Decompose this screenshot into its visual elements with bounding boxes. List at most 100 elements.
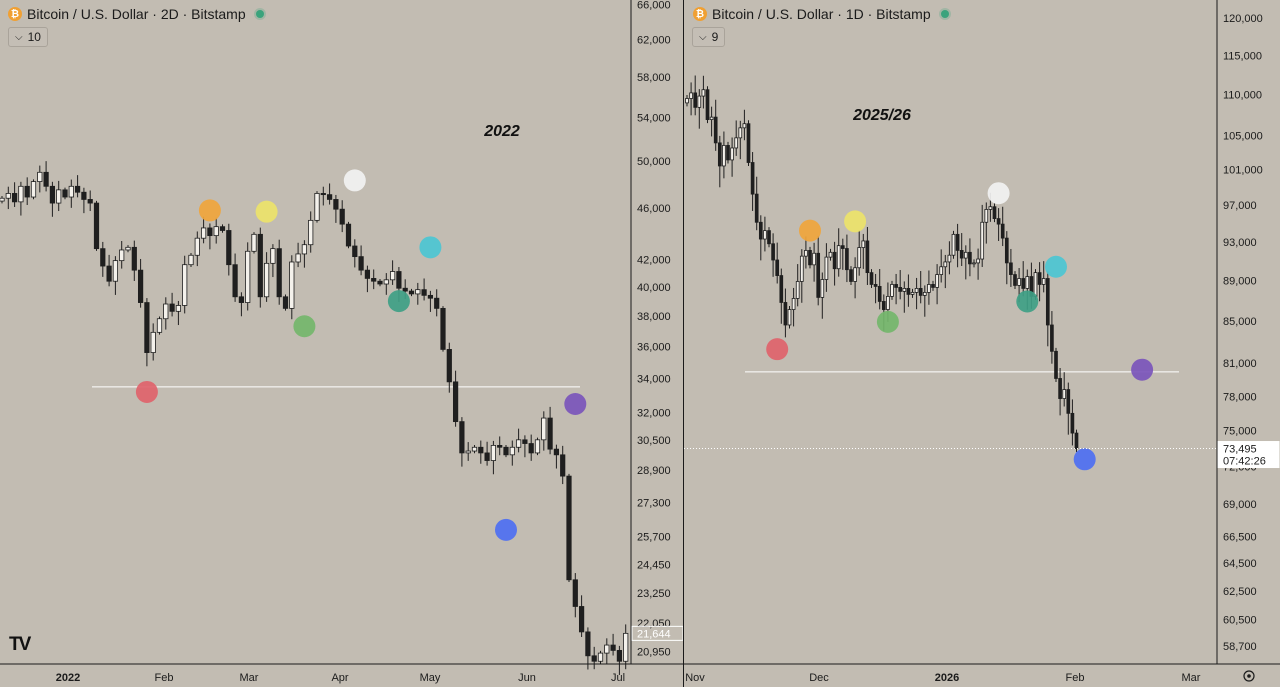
- candle: [301, 240, 308, 268]
- candle-body: [232, 264, 238, 298]
- candle: [389, 260, 396, 285]
- candle: [295, 242, 301, 268]
- candle: [497, 436, 503, 456]
- candle-body: [560, 454, 566, 477]
- candle-body: [931, 284, 935, 288]
- candle-body: [746, 123, 751, 163]
- candle: [421, 278, 427, 301]
- candle: [976, 248, 980, 280]
- candle-body: [446, 349, 452, 383]
- candle-body: [972, 262, 976, 265]
- candle-body: [547, 417, 553, 450]
- indicators-toggle-button[interactable]: ⌵ 10: [8, 27, 48, 47]
- candle: [478, 440, 484, 464]
- price-tick-label: 66,000: [637, 0, 671, 11]
- candle-body: [697, 95, 702, 108]
- marker-red: [766, 338, 789, 361]
- candle-body: [74, 185, 81, 193]
- candle-body: [881, 301, 886, 310]
- candle: [697, 89, 702, 129]
- candle: [604, 638, 610, 664]
- time-tick-label: Mar: [1182, 672, 1201, 684]
- candle-body: [939, 266, 944, 275]
- candle: [213, 217, 219, 244]
- candle: [1000, 206, 1005, 247]
- candle: [963, 245, 968, 280]
- time-tick-label: Dec: [809, 672, 829, 684]
- candle: [119, 241, 125, 269]
- candle: [308, 211, 314, 253]
- chart-pane-2022[interactable]: 2022 66,000 62,000 58,000 54,000 50,000 46,000…: [0, 0, 684, 687]
- candle: [30, 179, 37, 200]
- candle: [623, 624, 629, 670]
- price-tick-label: 62,500: [1223, 586, 1257, 598]
- candle-body: [849, 269, 853, 282]
- candle-body: [836, 245, 841, 270]
- candle: [947, 241, 952, 275]
- price-chart-2022[interactable]: 2022 66,000 62,000 58,000 54,000 50,000 46,000…: [0, 0, 684, 687]
- candle-body: [840, 245, 845, 249]
- candle-body: [169, 303, 175, 312]
- candle-body: [890, 284, 894, 297]
- candle-body: [877, 286, 882, 302]
- candle-body: [18, 185, 24, 203]
- symbol-header[interactable]: ₿ Bitcoin / U.S. Dollar · 1D · Bitstamp: [693, 5, 949, 23]
- candle-body: [106, 265, 112, 282]
- candle-body: [873, 284, 878, 287]
- candle: [320, 186, 326, 206]
- candle-body: [918, 288, 923, 296]
- candle-body: [955, 233, 960, 251]
- candle: [62, 187, 68, 200]
- candle-body: [402, 287, 408, 292]
- symbol-header[interactable]: ₿ Bitcoin / U.S. Dollar · 2D · Bitstamp: [8, 5, 264, 23]
- candle: [270, 244, 276, 278]
- price-tick-label: 32,000: [637, 408, 671, 420]
- candle-body: [722, 145, 726, 167]
- price-tick-label: 42,000: [637, 254, 671, 266]
- price-tick-label: 23,250: [637, 588, 671, 600]
- candle: [503, 445, 509, 458]
- candle: [339, 200, 345, 233]
- gear-ring: [1243, 670, 1255, 682]
- candle: [358, 245, 364, 276]
- candle-body: [963, 251, 968, 259]
- marker-white: [343, 169, 366, 192]
- indicators-toggle-button[interactable]: ⌵ 9: [692, 27, 726, 47]
- candle-body: [49, 185, 56, 204]
- candle-body: [779, 275, 784, 303]
- candle: [81, 187, 87, 214]
- candle: [490, 440, 497, 475]
- candle-body: [853, 267, 857, 282]
- price-tick-label: 62,000: [637, 35, 671, 47]
- candle: [93, 200, 100, 251]
- candle-body: [771, 243, 775, 261]
- candle-body: [1017, 278, 1021, 286]
- time-tick-label: Nov: [685, 672, 705, 684]
- candle-body: [869, 272, 874, 285]
- price-chart-2025-26[interactable]: 2025/26 120,000 115,000 110,000 105,000 101,0…: [684, 0, 1280, 687]
- candle: [828, 248, 833, 261]
- price-tick-label: 25,700: [637, 531, 671, 543]
- candle: [5, 186, 11, 210]
- price-tick-label: 24,450: [637, 560, 671, 572]
- candle: [779, 268, 784, 324]
- candle: [910, 288, 915, 298]
- candle: [1050, 311, 1054, 364]
- candle: [276, 239, 282, 305]
- candle: [968, 238, 972, 277]
- candle-body: [1074, 432, 1079, 449]
- candle-body: [503, 446, 509, 456]
- price-tick-label: 34,000: [637, 374, 671, 386]
- candle: [326, 183, 333, 205]
- price-tick-label: 58,700: [1223, 641, 1257, 653]
- chart-pane-2025-26[interactable]: 2025/26 120,000 115,000 110,000 105,000 101,0…: [684, 0, 1280, 687]
- candle-body: [808, 250, 812, 266]
- candle-body: [364, 269, 371, 279]
- candle: [754, 176, 759, 231]
- settings-gear-icon[interactable]: [1243, 670, 1255, 682]
- candle: [955, 223, 960, 268]
- candle: [144, 298, 150, 367]
- candle-body: [701, 89, 706, 97]
- candle-body: [750, 162, 755, 195]
- candle: [824, 243, 829, 292]
